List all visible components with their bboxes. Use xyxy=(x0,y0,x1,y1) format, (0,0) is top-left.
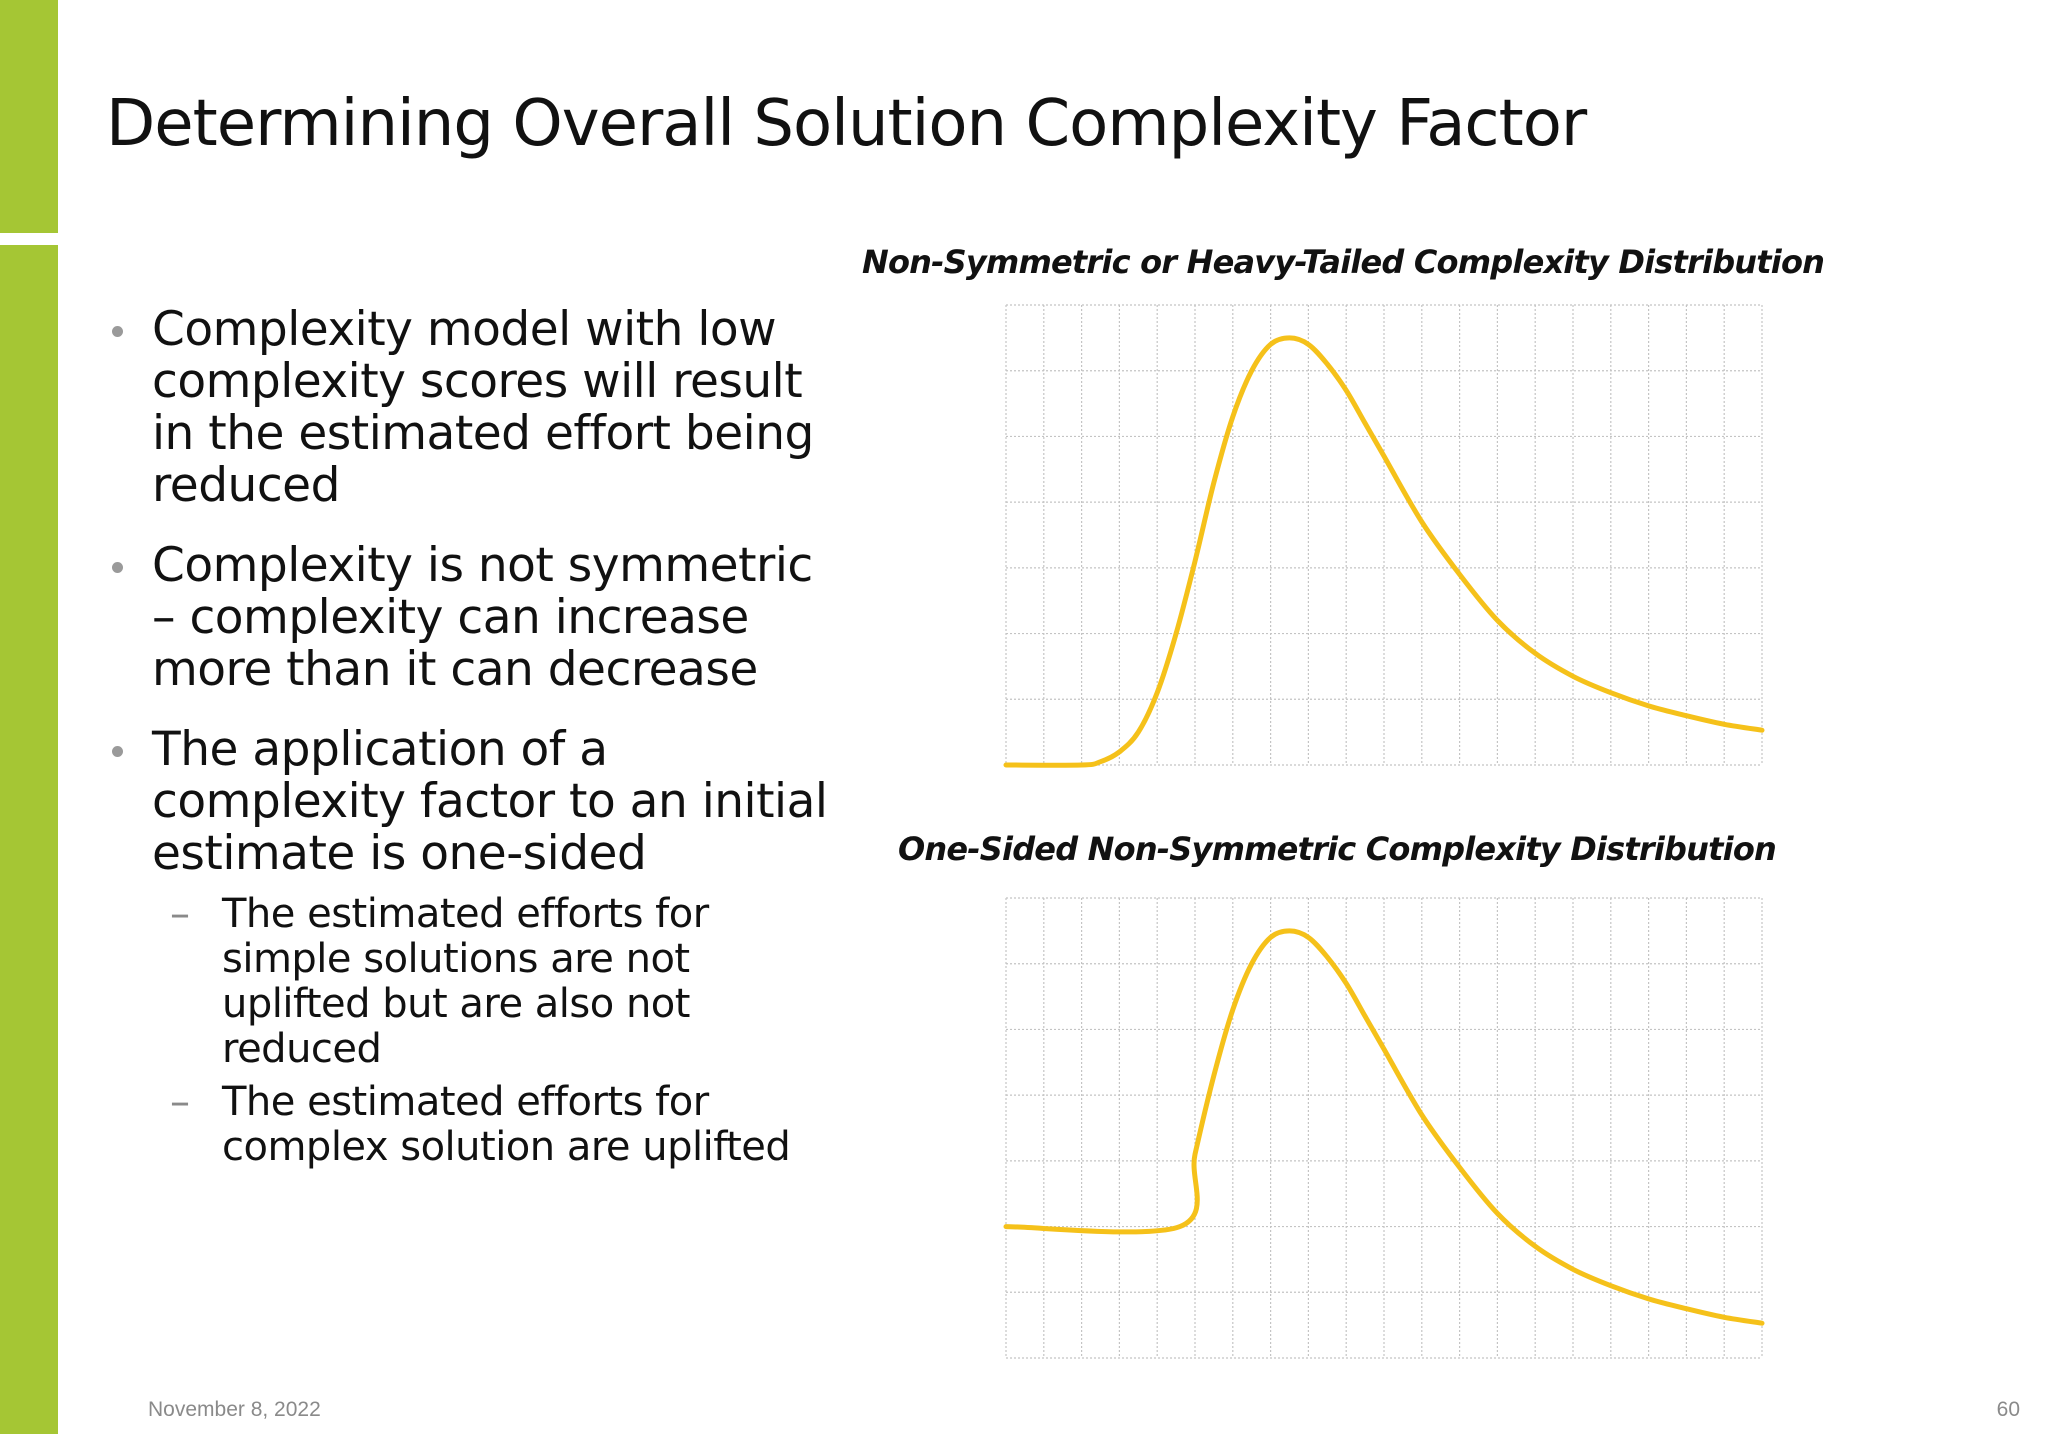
chart-title-heavy-tailed: Non-Symmetric or Heavy-Tailed Complexity… xyxy=(862,243,1825,281)
bullet-list: Complexity model with low complexity sco… xyxy=(108,304,828,1198)
bullet-text: The application of a complexity factor t… xyxy=(152,722,828,881)
slide-title: Determining Overall Solution Complexity … xyxy=(106,87,1587,161)
footer-date: November 8, 2022 xyxy=(148,1398,321,1421)
chart-title-one-sided: One-Sided Non-Symmetric Complexity Distr… xyxy=(898,830,1777,868)
bullet-item: Complexity is not symmetric – complexity… xyxy=(108,540,828,696)
bullet-dot-icon xyxy=(112,326,123,337)
bullet-dot-icon xyxy=(112,562,123,573)
distribution-curve xyxy=(1003,335,1765,768)
bullet-item: The application of a complexity factor t… xyxy=(108,724,828,1170)
accent-bar-top xyxy=(0,0,58,233)
page-number: 60 xyxy=(1996,1398,2020,1421)
bullet-dot-icon xyxy=(112,746,123,757)
bullet-item: Complexity model with low complexity sco… xyxy=(108,304,828,512)
sub-bullet-list: – The estimated efforts for simple solut… xyxy=(152,892,828,1170)
dash-icon: – xyxy=(170,891,190,937)
chart-heavy-tailed-distribution xyxy=(1003,304,1765,768)
bullet-text: Complexity model with low complexity sco… xyxy=(152,302,814,513)
sub-bullet-item: – The estimated efforts for simple solut… xyxy=(152,892,828,1072)
sub-bullet-item: – The estimated efforts for complex solu… xyxy=(152,1080,828,1170)
distribution-curve xyxy=(1003,928,1765,1326)
dash-icon: – xyxy=(170,1079,190,1125)
chart-one-sided-distribution xyxy=(1003,897,1765,1359)
bullet-text: Complexity is not symmetric – complexity… xyxy=(152,538,813,697)
sub-bullet-text: The estimated efforts for complex soluti… xyxy=(222,1079,791,1170)
sub-bullet-text: The estimated efforts for simple solutio… xyxy=(222,891,709,1072)
accent-bar-bottom xyxy=(0,245,58,1434)
